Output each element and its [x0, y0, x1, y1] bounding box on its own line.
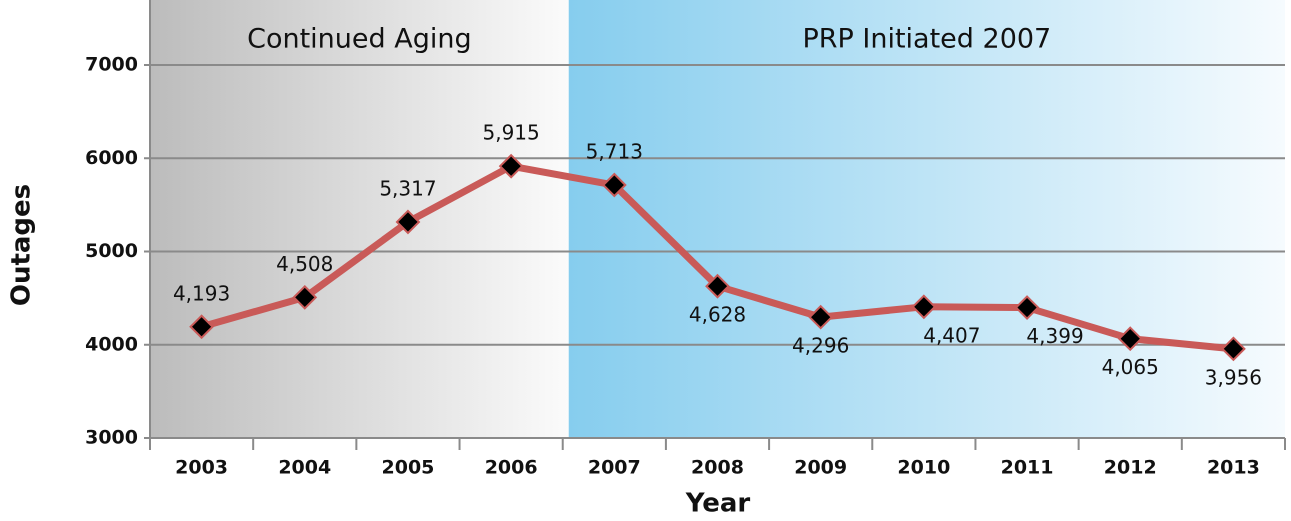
data-label: 4,508 — [276, 252, 333, 276]
region-label: Continued Aging — [247, 24, 472, 55]
x-tick-label: 2009 — [794, 457, 847, 479]
data-label: 5,713 — [586, 140, 643, 164]
y-tick-label: 7000 — [85, 54, 138, 76]
x-axis-label: Year — [685, 489, 751, 519]
x-tick-label: 2004 — [278, 457, 331, 479]
data-label: 5,317 — [379, 176, 436, 200]
data-point — [498, 153, 524, 179]
data-point — [395, 209, 421, 235]
x-tick-label: 2010 — [897, 457, 950, 479]
x-tick-label: 2011 — [1001, 457, 1054, 479]
data-label: 4,193 — [173, 281, 230, 305]
data-label: 4,628 — [689, 303, 746, 327]
region-label: PRP Initiated 2007 — [802, 24, 1051, 55]
data-label: 4,407 — [923, 323, 980, 347]
x-tick-label: 2003 — [175, 457, 228, 479]
x-tick-label: 2013 — [1207, 457, 1260, 479]
region-band — [568, 0, 1285, 438]
data-point — [601, 172, 627, 198]
y-tick-label: 4000 — [85, 333, 138, 355]
x-tick-label: 2007 — [588, 457, 641, 479]
region-band — [150, 0, 569, 438]
x-tick-label: 2008 — [691, 457, 744, 479]
data-point — [911, 294, 937, 320]
data-label: 4,296 — [792, 334, 849, 358]
y-tick-label: 5000 — [85, 240, 138, 262]
x-tick-label: 2006 — [485, 457, 538, 479]
x-tick-label: 2005 — [382, 457, 435, 479]
data-point — [705, 273, 730, 299]
data-point — [189, 314, 215, 340]
data-label: 3,956 — [1205, 365, 1262, 389]
data-point — [1014, 295, 1040, 320]
data-label: 5,915 — [483, 121, 540, 145]
data-point — [292, 284, 318, 310]
data-label: 4,399 — [1026, 324, 1083, 348]
y-tick-label: 6000 — [85, 147, 138, 169]
data-label: 4,065 — [1102, 355, 1159, 379]
data-point — [1220, 336, 1246, 362]
x-tick-label: 2012 — [1104, 457, 1157, 479]
data-point — [1117, 326, 1143, 352]
y-axis-label: Outages — [7, 184, 37, 306]
y-tick-label: 3000 — [85, 427, 138, 449]
data-point — [808, 304, 834, 330]
